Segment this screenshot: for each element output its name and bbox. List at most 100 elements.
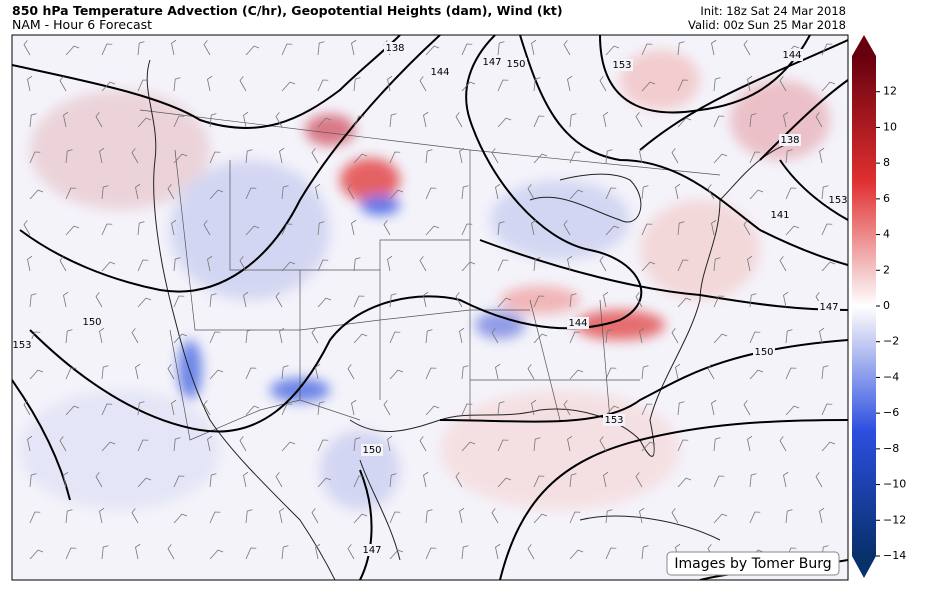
wind-barb [743,40,751,56]
colorbar-tick-label: 0 [883,299,890,312]
wind-barb [749,151,761,164]
wind-barb [389,113,397,128]
wind-barb [63,471,69,488]
wind-barb [425,187,437,200]
wind-barb [497,477,512,488]
contour-label: 150 [362,445,381,456]
contour-label: 147 [482,57,501,68]
wind-barb [315,363,321,380]
contour-label-background [361,444,383,456]
wind-barb [563,400,571,416]
wind-barb [135,543,141,560]
wind-barb [491,148,499,164]
wind-barb [815,472,823,488]
wind-barb [495,363,501,380]
colorbar-tick-label: −14 [883,549,906,562]
wind-barb [387,255,393,272]
wind-barb [207,75,213,92]
wind-barb [279,507,285,524]
wind-barb [527,184,535,200]
wind-barb [383,220,391,236]
wind-barb [531,219,537,236]
wind-barb [495,543,501,560]
colorbar-tick-label: −8 [883,442,899,455]
wind-barb [23,40,31,56]
wind-barb [599,436,607,452]
wind-barb [209,331,221,344]
wind-barb [317,401,325,416]
colorbar-tick-label: −2 [883,335,899,348]
wind-barb [605,45,620,56]
wind-barb [245,329,253,344]
wind-barb [173,333,188,344]
wind-barb [137,401,145,416]
wind-barb [209,293,217,308]
wind-barb [605,405,620,416]
wind-barb [245,547,257,560]
colorbar-tick-label: −4 [883,370,899,383]
wind-barb [275,292,283,308]
contour-label-background [481,56,503,68]
wind-barb [815,112,823,128]
wind-barb [425,405,440,416]
wind-barb [389,331,401,344]
wind-barb [713,333,728,344]
wind-barb [173,115,185,128]
wind-barb [353,77,361,92]
wind-barb [749,473,757,488]
wind-barb [101,43,113,56]
wind-barb [677,297,692,308]
wind-barb [821,441,836,452]
wind-barb [821,81,836,92]
wind-barb [137,41,145,56]
wind-barb [497,259,509,272]
wind-barb [99,147,105,164]
wind-barb [63,111,69,128]
wind-barb [641,261,656,272]
wind-barb [279,327,285,344]
wind-barb [491,508,499,524]
wind-barb [749,369,764,380]
wind-barb [207,435,213,452]
wind-barb [131,328,139,344]
wind-barb [747,75,753,92]
colorbar-tick-label: −12 [883,513,906,526]
wind-barb [101,365,109,380]
wind-barb [389,549,404,560]
colorbar-extend-min [852,556,876,578]
wind-barb [785,367,797,380]
colorbar-body [852,56,876,556]
wind-barb [605,329,613,344]
contour-label: 153 [604,415,623,426]
coastlines [146,59,801,580]
wind-barb [459,327,465,344]
wind-barb [353,115,365,128]
wind-barb [497,117,512,128]
wind-barb [239,76,247,92]
wind-barb [23,220,31,236]
wind-barb [563,220,571,236]
contour-label-background [81,316,103,328]
wind-barb [641,441,656,452]
wind-barb [65,149,73,164]
wind-barb [461,441,476,452]
wind-barb [209,369,224,380]
wind-barb [569,369,584,380]
wind-barb [425,509,433,524]
wind-barb [785,225,800,236]
wind-barb [65,187,77,200]
wind-barb [747,435,753,452]
wind-barb [569,549,584,560]
wind-barb [315,543,321,560]
contour-label-background [818,301,840,313]
wind-barb [317,221,325,236]
contour-label-background [505,58,527,70]
contour-label-background [384,42,406,54]
contour-label-background [429,66,451,78]
valid-time: Valid: 00z Sun 25 Mar 2018 [688,18,846,32]
wind-barb [459,147,465,164]
credit: Images by Tomer Burg [674,556,831,572]
credit-box: Images by Tomer Burg [666,551,840,576]
wind-barb [603,471,609,488]
wind-barb [29,369,44,380]
